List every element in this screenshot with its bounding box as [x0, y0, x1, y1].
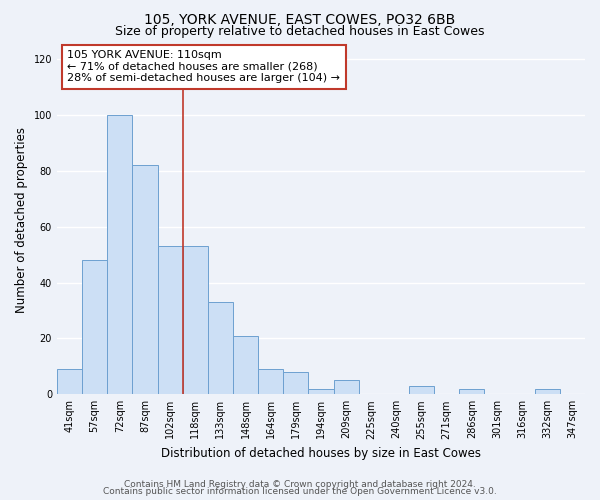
- Bar: [208, 302, 233, 394]
- Y-axis label: Number of detached properties: Number of detached properties: [15, 126, 28, 312]
- Bar: [182, 246, 208, 394]
- Text: Size of property relative to detached houses in East Cowes: Size of property relative to detached ho…: [115, 25, 485, 38]
- Bar: [334, 380, 359, 394]
- Bar: [158, 246, 182, 394]
- Bar: [283, 372, 308, 394]
- Text: 105, YORK AVENUE, EAST COWES, PO32 6BB: 105, YORK AVENUE, EAST COWES, PO32 6BB: [145, 12, 455, 26]
- Bar: [82, 260, 107, 394]
- Bar: [57, 369, 82, 394]
- Text: Contains public sector information licensed under the Open Government Licence v3: Contains public sector information licen…: [103, 487, 497, 496]
- Bar: [133, 165, 158, 394]
- Bar: [107, 115, 133, 394]
- Text: Contains HM Land Registry data © Crown copyright and database right 2024.: Contains HM Land Registry data © Crown c…: [124, 480, 476, 489]
- Text: 105 YORK AVENUE: 110sqm
← 71% of detached houses are smaller (268)
28% of semi-d: 105 YORK AVENUE: 110sqm ← 71% of detache…: [67, 50, 340, 84]
- Bar: [233, 336, 258, 394]
- Bar: [409, 386, 434, 394]
- Bar: [535, 388, 560, 394]
- Bar: [459, 388, 484, 394]
- Bar: [258, 369, 283, 394]
- Bar: [308, 388, 334, 394]
- X-axis label: Distribution of detached houses by size in East Cowes: Distribution of detached houses by size …: [161, 447, 481, 460]
